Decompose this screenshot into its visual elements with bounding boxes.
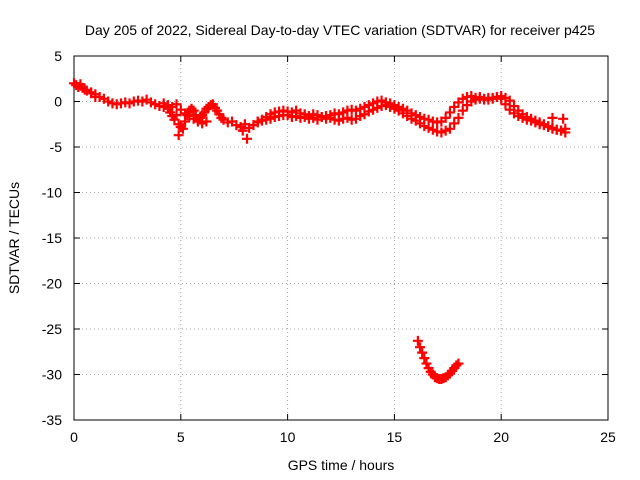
data-point bbox=[177, 123, 188, 134]
data-point bbox=[453, 112, 464, 123]
data-point bbox=[90, 91, 101, 102]
y-tick-label: -10 bbox=[42, 185, 62, 201]
data-point bbox=[173, 130, 184, 141]
x-axis-label: GPS time / hours bbox=[288, 457, 395, 473]
series-1 bbox=[158, 91, 571, 136]
data-point bbox=[175, 121, 186, 132]
y-tick-label: 0 bbox=[54, 94, 62, 110]
data-point bbox=[186, 103, 197, 114]
x-tick-labels: 0 5 10 15 20 25 bbox=[70, 429, 616, 445]
data-point bbox=[500, 99, 511, 110]
data-point bbox=[419, 353, 430, 364]
data-point bbox=[558, 113, 569, 124]
data-point bbox=[457, 105, 468, 116]
chart-title: Day 205 of 2022, Sidereal Day-to-day VTE… bbox=[85, 22, 595, 38]
x-tick-label: 20 bbox=[493, 429, 509, 445]
data-point bbox=[440, 112, 451, 123]
data-point bbox=[421, 358, 432, 369]
x-tick-label: 5 bbox=[177, 429, 185, 445]
series-2 bbox=[412, 335, 464, 385]
y-axis-label: SDTVAR / TECUs bbox=[6, 182, 22, 294]
series-3 bbox=[86, 88, 569, 144]
x-tick-label: 15 bbox=[387, 429, 403, 445]
data-point bbox=[171, 99, 182, 110]
data-point bbox=[453, 358, 464, 369]
data-point bbox=[171, 110, 182, 121]
data-point bbox=[444, 123, 455, 134]
x-tick-label: 0 bbox=[70, 429, 78, 445]
plot-frame bbox=[73, 55, 609, 421]
data-point bbox=[444, 107, 455, 118]
y-tick-labels: 5 0 -5 -10 -15 -20 -25 -30 -35 bbox=[42, 48, 62, 428]
y-tick-label: -15 bbox=[42, 230, 62, 246]
data-point bbox=[242, 133, 253, 144]
data-point bbox=[412, 335, 423, 346]
data-point bbox=[496, 93, 507, 104]
data-point bbox=[216, 112, 227, 123]
y-tick-label: 5 bbox=[54, 48, 62, 64]
data-point bbox=[415, 342, 426, 353]
x-tick-label: 25 bbox=[600, 429, 616, 445]
y-tick-label: -20 bbox=[42, 276, 62, 292]
y-tick-label: -25 bbox=[42, 321, 62, 337]
y-tick-label: -5 bbox=[50, 139, 63, 155]
data-point bbox=[560, 123, 571, 134]
data-point bbox=[547, 112, 558, 123]
data-point bbox=[449, 118, 460, 129]
y-tick-label: -30 bbox=[42, 367, 62, 383]
data-points bbox=[69, 78, 571, 385]
data-point bbox=[417, 347, 428, 358]
data-point bbox=[451, 360, 462, 371]
data-point bbox=[237, 125, 248, 136]
grid-lines bbox=[74, 56, 608, 420]
x-tick-label: 10 bbox=[280, 429, 296, 445]
y-tick-label: -35 bbox=[42, 412, 62, 428]
data-point bbox=[201, 116, 212, 127]
